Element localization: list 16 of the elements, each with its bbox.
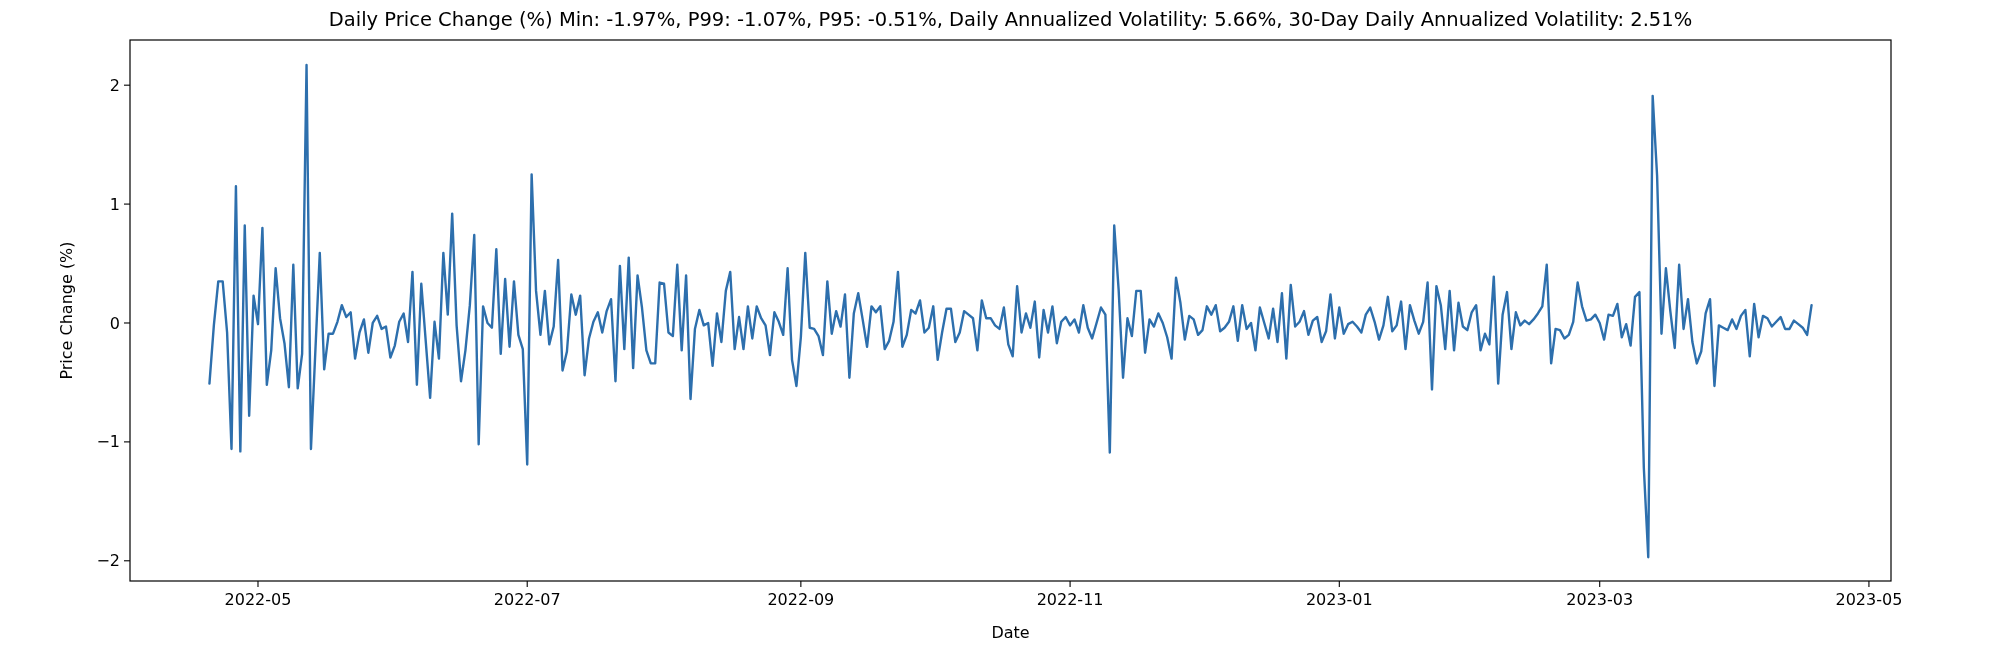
y-tick-label: 0 (109, 313, 120, 333)
y-axis-title: Price Change (%) (57, 241, 76, 380)
y-tick-label: 1 (109, 194, 120, 214)
line-series (208, 63, 1813, 559)
x-tick-label: 2023-05 (1835, 590, 1903, 609)
x-tick-label: 2023-01 (1305, 590, 1373, 609)
x-tick-label: 2022-05 (224, 590, 292, 609)
x-tick-label: 2022-11 (1036, 590, 1104, 609)
y-tick-label: −1 (96, 432, 120, 452)
x-axis-title: Date (991, 623, 1030, 642)
y-tick-label: 2 (109, 75, 120, 95)
y-tick-label: −2 (96, 551, 120, 571)
x-tick-label: 2022-09 (767, 590, 835, 609)
x-tick-label: 2022-07 (493, 590, 561, 609)
x-tick-label: 2023-03 (1566, 590, 1634, 609)
chart-title: Daily Price Change (%) Min: -1.97%, P99: -1.07%, P95: -0.51%, Daily Annualized Volatility: 5.66%, 30-Day Daily Annualized Volatility: 2.51% (328, 8, 1693, 31)
